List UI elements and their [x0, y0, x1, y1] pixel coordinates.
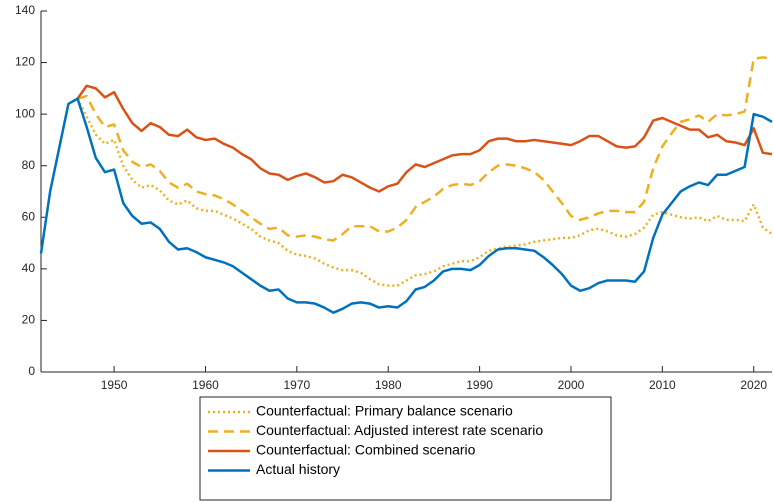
x-tick-label: 1990: [466, 378, 493, 392]
x-tick-label: 2000: [558, 378, 585, 392]
y-tick-label: 120: [15, 55, 35, 69]
x-tick-label: 1970: [283, 378, 310, 392]
legend-label: Counterfactual: Primary balance scenario: [256, 403, 513, 419]
legend-label: Counterfactual: Combined scenario: [256, 442, 476, 458]
series-line: [76, 84, 773, 193]
y-tick-label: 60: [22, 209, 36, 223]
legend-label: Counterfactual: Adjusted interest rate s…: [256, 422, 543, 438]
y-tick-label: 0: [28, 364, 35, 378]
series-line: [39, 97, 773, 314]
x-tick-label: 1950: [101, 378, 128, 392]
x-tick-label: 1960: [192, 378, 219, 392]
y-tick-label: 80: [22, 158, 36, 172]
x-tick-label: 2020: [740, 378, 767, 392]
y-tick-label: 20: [22, 313, 36, 327]
series-line: [76, 98, 773, 287]
x-tick-label: 2010: [649, 378, 676, 392]
y-tick-label: 140: [15, 3, 35, 17]
series-line: [77, 56, 773, 242]
x-tick-label: 1980: [375, 378, 402, 392]
legend-label: Actual history: [256, 461, 340, 477]
y-tick-label: 40: [22, 261, 36, 275]
y-tick-label: 100: [15, 106, 35, 120]
legend-box: [199, 396, 612, 501]
